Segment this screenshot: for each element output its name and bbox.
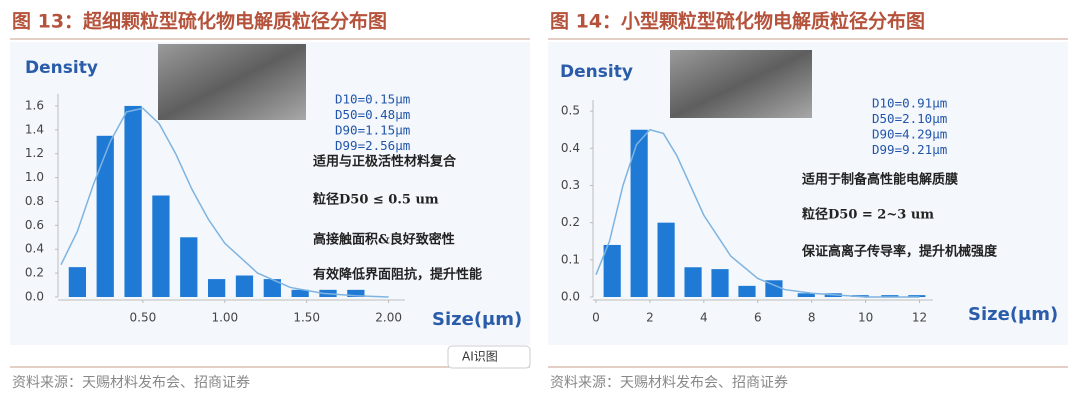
bar xyxy=(657,222,675,297)
density-curve xyxy=(595,128,920,298)
bar xyxy=(684,267,702,297)
bar xyxy=(908,295,926,297)
note: 高接触面积&良好致密性 xyxy=(313,232,455,248)
sem-image xyxy=(158,44,306,120)
y-tick-label: 1.4 xyxy=(25,122,44,136)
note: 粒径D50 ≤ 0.5 um xyxy=(313,192,439,208)
y-tick-label: 1.2 xyxy=(25,146,44,160)
note: 粒径D50 = 2~3 um xyxy=(802,207,934,223)
y-tick-label: 0.0 xyxy=(25,290,44,304)
y-axis-title: Density xyxy=(25,58,98,78)
source: 资料来源：天赐材料发布会、招商证券 xyxy=(550,375,788,391)
y-tick-label: 0.0 xyxy=(561,290,580,304)
x-axis-title: Size(μm) xyxy=(968,304,1058,325)
chart-title: 图 13：超细颗粒型硫化物电解质粒径分布图 xyxy=(12,10,387,33)
y-tick-label: 0.3 xyxy=(561,178,580,192)
x-tick-label: 1.00 xyxy=(211,311,238,325)
bar xyxy=(603,244,621,297)
bar xyxy=(263,279,281,297)
y-tick-label: 1.6 xyxy=(25,98,44,112)
bar xyxy=(797,293,815,297)
x-tick-label: 0 xyxy=(592,311,600,325)
stat: D99=2.56μm xyxy=(335,138,410,153)
ai-button[interactable]: AI识图 xyxy=(447,345,531,369)
y-tick-label: 0.2 xyxy=(561,215,580,229)
x-tick-label: 2.00 xyxy=(375,311,402,325)
bar xyxy=(152,195,170,297)
bar xyxy=(68,267,87,297)
x-tick-label: 0.50 xyxy=(130,311,157,325)
bar xyxy=(291,289,309,297)
stat: D10=0.91μm xyxy=(872,96,947,111)
bar xyxy=(96,135,114,297)
stat: D90=1.15μm xyxy=(335,123,410,138)
note: 适用与正极活性材料复合 xyxy=(313,154,457,170)
x-tick-label: 1.50 xyxy=(293,311,320,325)
stat: D50=2.10μm xyxy=(872,111,947,126)
y-tick-label: 1.0 xyxy=(25,170,44,184)
x-tick-label: 12 xyxy=(912,311,927,325)
bar xyxy=(630,129,648,297)
bar xyxy=(235,275,254,297)
y-tick-label: 0.5 xyxy=(561,104,580,118)
y-tick-label: 0.4 xyxy=(25,242,44,256)
button-label[interactable]: AI识图 xyxy=(462,350,498,364)
y-axis-title: Density xyxy=(560,62,633,82)
bar xyxy=(711,269,729,297)
x-axis-title: Size(μm) xyxy=(432,309,522,330)
bar xyxy=(347,289,365,297)
x-tick-label: 8 xyxy=(808,311,816,325)
stat: D90=4.29μm xyxy=(872,127,947,142)
sem-image xyxy=(670,50,812,118)
note: 保证高离子传导率，提升机械强度 xyxy=(801,244,998,260)
bar xyxy=(765,280,783,297)
x-tick-label: 4 xyxy=(700,311,708,325)
bar xyxy=(124,105,142,297)
x-tick-label: 2 xyxy=(646,311,654,325)
stat: D10=0.15μm xyxy=(335,92,410,107)
y-tick-label: 0.8 xyxy=(25,194,44,208)
bar xyxy=(738,285,756,297)
density-curve xyxy=(60,107,389,298)
bar xyxy=(180,237,198,297)
bar xyxy=(881,295,899,297)
stat: D50=0.48μm xyxy=(335,107,410,122)
chart-title: 图 14：小型颗粒型硫化物电解质粒径分布图 xyxy=(550,10,925,33)
y-tick-label: 0.2 xyxy=(25,266,44,280)
note: 有效降低界面阻抗，提升性能 xyxy=(313,267,482,283)
y-tick-label: 0.4 xyxy=(561,141,580,155)
x-tick-label: 6 xyxy=(754,311,762,325)
stat: D99=9.21μm xyxy=(872,142,947,157)
source: 资料来源：天赐材料发布会、招商证券 xyxy=(12,375,250,391)
note: 适用于制备高性能电解质膜 xyxy=(802,172,958,188)
x-tick-label: 10 xyxy=(858,311,873,325)
y-tick-label: 0.6 xyxy=(25,218,44,232)
y-tick-label: 0.1 xyxy=(561,252,580,266)
bar xyxy=(207,279,226,297)
